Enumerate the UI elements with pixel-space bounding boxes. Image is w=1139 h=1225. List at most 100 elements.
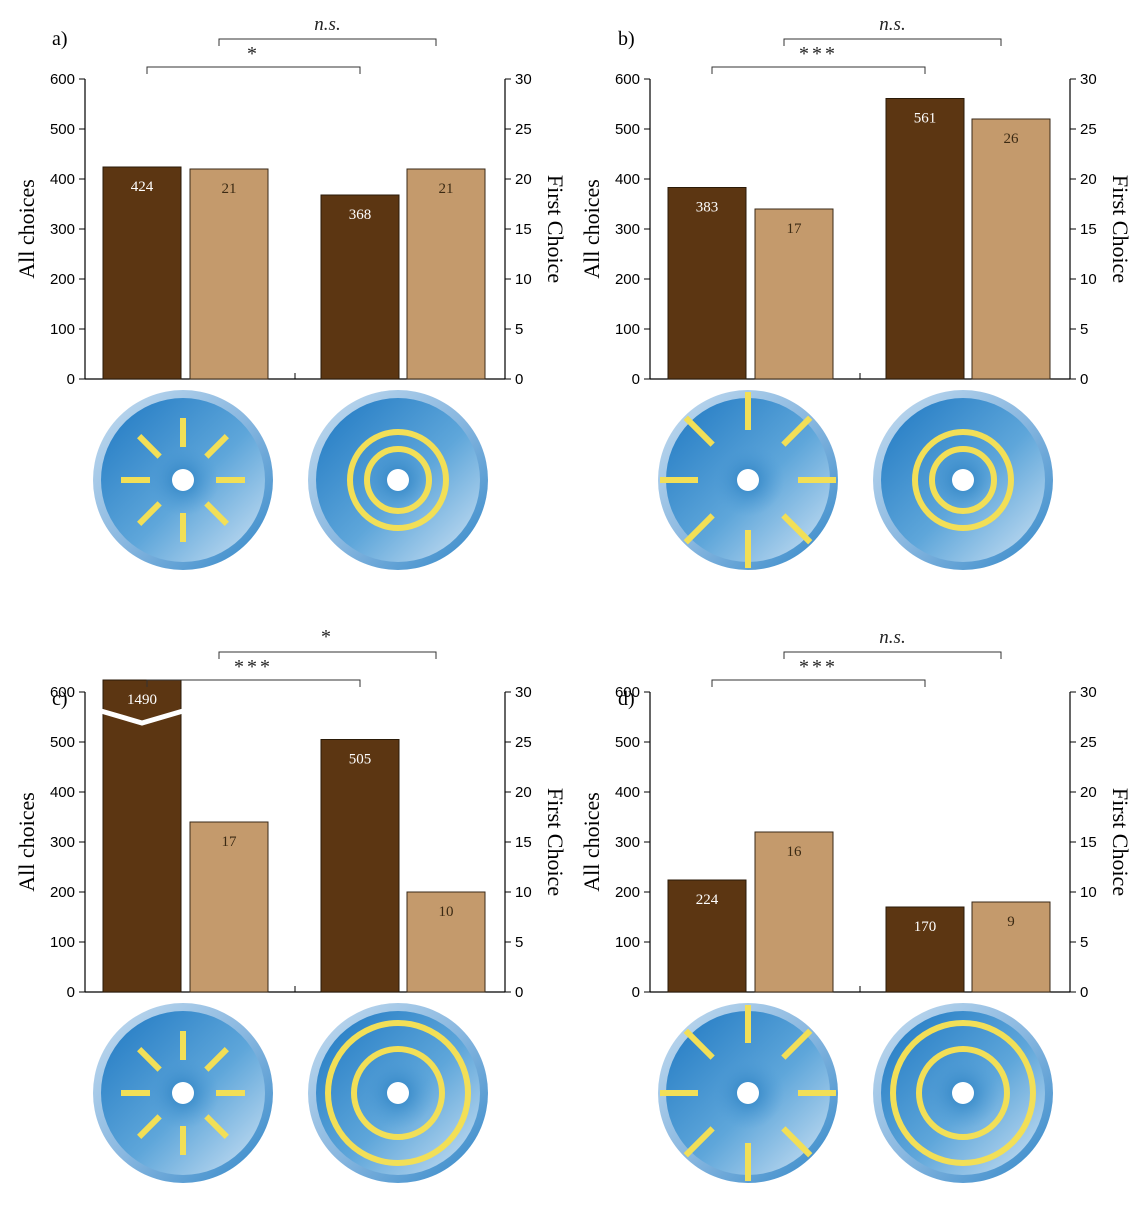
left-tick-label: 600 <box>50 684 75 701</box>
left-tick-label: 400 <box>615 171 640 188</box>
disc-radial-large <box>658 390 838 570</box>
left-axis-label: All choices <box>579 792 604 892</box>
bar-all-choices-concentric <box>885 98 965 380</box>
concentric-ring <box>364 446 432 514</box>
radial-stripe <box>137 501 162 526</box>
concentric-ring <box>347 429 449 531</box>
disc-concentric-small <box>873 390 1053 570</box>
right-axis-label: First Choice <box>1108 788 1133 896</box>
disc-radial-large <box>658 1003 838 1183</box>
right-tick-label: 30 <box>1080 71 1097 88</box>
right-tick-label: 30 <box>1080 684 1097 701</box>
concentric-ring <box>929 446 997 514</box>
left-tick-label: 200 <box>615 271 640 288</box>
radial-stripe <box>204 1047 229 1072</box>
left-tick-label: 300 <box>50 221 75 238</box>
right-tick-label: 10 <box>1080 884 1097 901</box>
data-label-all-choices-concentric: 561 <box>914 111 937 127</box>
radial-stripe <box>137 1114 162 1139</box>
right-tick-label: 0 <box>515 984 523 1001</box>
right-tick-label: 20 <box>1080 171 1097 188</box>
left-tick-label: 600 <box>615 684 640 701</box>
data-label-all-choices-concentric: 170 <box>914 919 937 935</box>
bar-all-choices-concentric <box>320 739 400 993</box>
radial-stripe <box>204 501 229 526</box>
left-tick-label: 0 <box>67 371 75 388</box>
bar-first-choice-radial <box>189 821 269 993</box>
concentric-ring <box>351 1046 445 1140</box>
left-tick-label: 200 <box>50 884 75 901</box>
disc-hole <box>952 1082 974 1104</box>
radial-stripe <box>204 434 229 459</box>
bar-all-choices-radial <box>667 879 747 993</box>
radial-stripe <box>781 1028 813 1060</box>
bar-first-choice-concentric <box>406 891 486 993</box>
data-label-first-choice-radial: 16 <box>787 844 803 860</box>
right-tick-label: 30 <box>515 71 532 88</box>
panel-label: c) <box>52 688 68 710</box>
right-axis-label: First Choice <box>543 788 568 896</box>
left-tick-label: 300 <box>615 221 640 238</box>
right-tick-label: 5 <box>515 321 523 338</box>
bar-all-choices-radial <box>667 187 747 380</box>
data-label-all-choices-concentric: 368 <box>349 207 372 223</box>
left-tick-label: 600 <box>615 71 640 88</box>
concentric-ring <box>912 429 1014 531</box>
right-tick-label: 15 <box>1080 221 1097 238</box>
disc-hole <box>172 1082 194 1104</box>
radial-stripe <box>683 1028 715 1060</box>
data-label-first-choice-radial: 21 <box>222 181 237 197</box>
data-label-first-choice-concentric: 10 <box>439 904 454 920</box>
radial-stripe <box>781 1126 813 1158</box>
panel-label: a) <box>52 28 68 50</box>
data-label-first-choice-concentric: 26 <box>1004 131 1020 147</box>
concentric-ring <box>325 1020 471 1166</box>
radial-stripe <box>683 415 715 447</box>
left-tick-label: 0 <box>632 984 640 1001</box>
panel-a: a) 0 100 200 300 400 500 600 0 5 10 15 20 25 30 All cho… <box>14 14 568 570</box>
right-axis-label: First Choice <box>1108 175 1133 283</box>
radial-stripe <box>683 1126 715 1158</box>
bar-first-choice-concentric <box>971 901 1051 993</box>
disc-concentric-large <box>308 1003 488 1183</box>
radial-stripe <box>781 415 813 447</box>
right-axis-label: First Choice <box>543 175 568 283</box>
right-tick-label: 25 <box>1080 121 1097 138</box>
concentric-ring <box>916 1046 1010 1140</box>
right-tick-label: 5 <box>1080 321 1088 338</box>
disc-hole <box>387 1082 409 1104</box>
right-tick-label: 20 <box>1080 784 1097 801</box>
left-tick-label: 200 <box>50 271 75 288</box>
left-tick-label: 300 <box>615 834 640 851</box>
right-tick-label: 15 <box>515 221 532 238</box>
right-tick-label: 0 <box>1080 984 1088 1001</box>
radial-stripe <box>204 1114 229 1139</box>
disc-concentric-small <box>308 390 488 570</box>
right-tick-label: 20 <box>515 171 532 188</box>
right-tick-label: 30 <box>515 684 532 701</box>
significance-label-lower: * <box>247 43 260 65</box>
significance-bracket-lower <box>146 66 361 74</box>
right-tick-label: 15 <box>515 834 532 851</box>
bar-first-choice-radial <box>754 831 834 993</box>
panel-b: b) 0 100 200 300 400 500 600 0 5 10 15 20 25 30 All cho… <box>579 14 1133 570</box>
bar-first-choice-concentric <box>406 168 486 380</box>
left-axis-label: All choices <box>579 179 604 279</box>
left-tick-label: 0 <box>67 984 75 1001</box>
right-tick-label: 5 <box>515 934 523 951</box>
significance-bracket-upper <box>783 651 1002 659</box>
axis-break-mark <box>100 708 184 726</box>
radial-stripe <box>683 513 715 545</box>
significance-bracket-lower <box>146 679 361 687</box>
left-tick-label: 500 <box>615 121 640 138</box>
left-tick-label: 300 <box>50 834 75 851</box>
data-label-all-choices-radial: 224 <box>696 892 719 908</box>
bar-all-choices-radial <box>102 166 182 380</box>
disc-hole <box>387 469 409 491</box>
left-tick-label: 500 <box>50 121 75 138</box>
bar-first-choice-radial <box>189 168 269 380</box>
panel-label: d) <box>618 688 635 710</box>
right-tick-label: 0 <box>515 371 523 388</box>
bar-all-choices-concentric <box>320 194 400 380</box>
left-tick-label: 100 <box>50 321 75 338</box>
